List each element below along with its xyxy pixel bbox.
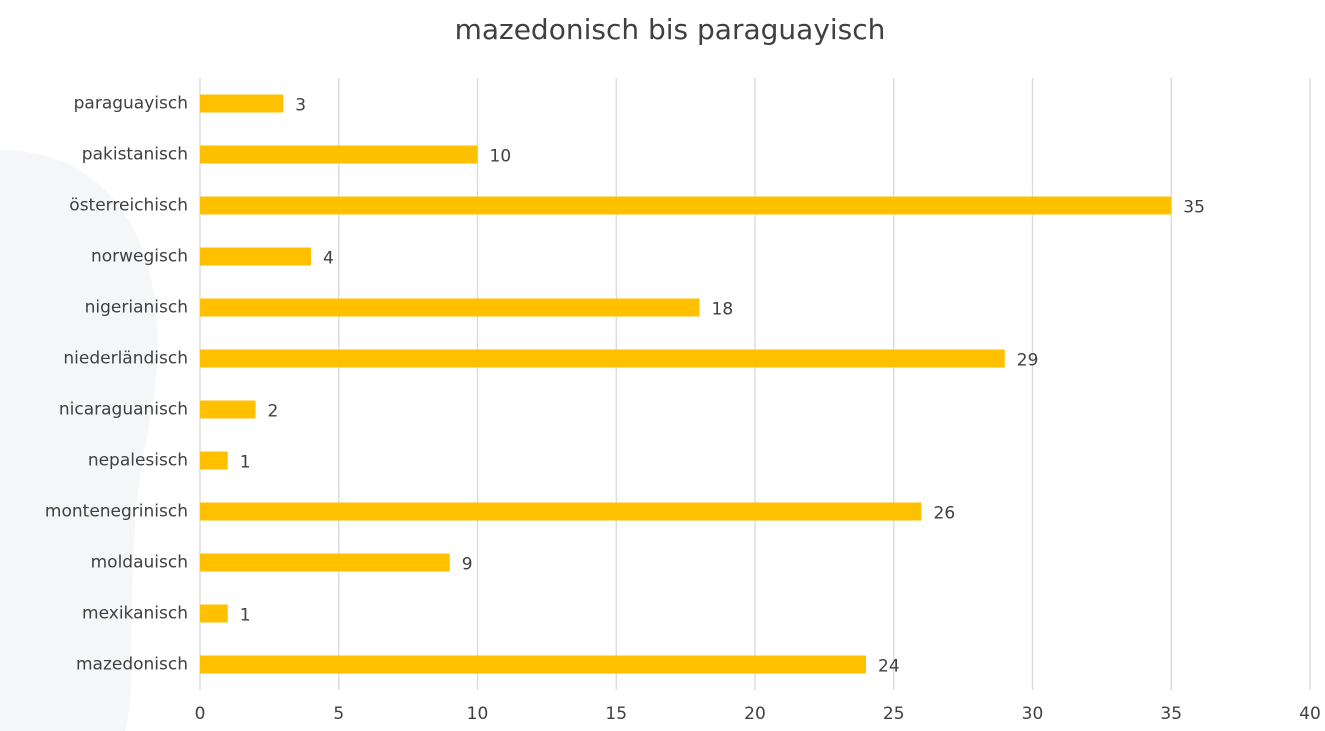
y-tick-label: moldauisch bbox=[91, 553, 188, 573]
data-label: 29 bbox=[1017, 351, 1039, 371]
y-tick-label: nepalesisch bbox=[88, 451, 188, 471]
bar bbox=[200, 451, 228, 470]
x-tick-label: 35 bbox=[1160, 704, 1182, 724]
y-tick-label: nigerianisch bbox=[85, 298, 188, 318]
y-tick-label: paraguayisch bbox=[74, 94, 188, 114]
bar bbox=[200, 502, 922, 521]
data-label: 10 bbox=[490, 147, 512, 167]
bar bbox=[200, 94, 284, 113]
y-tick-label: montenegrinisch bbox=[45, 502, 188, 522]
data-label: 35 bbox=[1183, 198, 1205, 218]
y-tick-label: norwegisch bbox=[91, 247, 188, 267]
y-tick-label: nicaraguanisch bbox=[59, 400, 188, 420]
bar bbox=[200, 553, 450, 572]
x-tick-label: 20 bbox=[744, 704, 766, 724]
data-label: 1 bbox=[240, 453, 251, 473]
bar bbox=[200, 400, 256, 419]
bar bbox=[200, 298, 700, 317]
data-label: 9 bbox=[462, 555, 473, 575]
bar bbox=[200, 145, 478, 164]
data-label: 1 bbox=[240, 606, 251, 626]
data-label: 2 bbox=[268, 402, 279, 422]
bar bbox=[200, 655, 866, 674]
data-label: 26 bbox=[934, 504, 956, 524]
x-tick-label: 5 bbox=[333, 704, 344, 724]
data-label: 24 bbox=[878, 657, 900, 677]
bar bbox=[200, 196, 1172, 215]
data-label: 3 bbox=[295, 96, 306, 116]
x-tick-label: 40 bbox=[1299, 704, 1321, 724]
x-tick-label: 10 bbox=[467, 704, 489, 724]
y-tick-label: niederländisch bbox=[63, 349, 188, 369]
data-label: 18 bbox=[712, 300, 734, 320]
data-label: 4 bbox=[323, 249, 334, 269]
bar bbox=[200, 247, 311, 266]
y-tick-label: mazedonisch bbox=[76, 655, 188, 675]
x-tick-label: 0 bbox=[195, 704, 206, 724]
y-tick-label: mexikanisch bbox=[82, 604, 188, 624]
bar bbox=[200, 349, 1005, 368]
y-tick-label: pakistanisch bbox=[82, 145, 188, 165]
x-tick-label: 30 bbox=[1022, 704, 1044, 724]
x-tick-label: 25 bbox=[883, 704, 905, 724]
x-tick-label: 15 bbox=[605, 704, 627, 724]
chart-title: mazedonisch bis paraguayisch bbox=[455, 13, 886, 46]
y-tick-label: österreichisch bbox=[69, 196, 188, 216]
background-shape bbox=[0, 150, 158, 731]
bar bbox=[200, 604, 228, 623]
